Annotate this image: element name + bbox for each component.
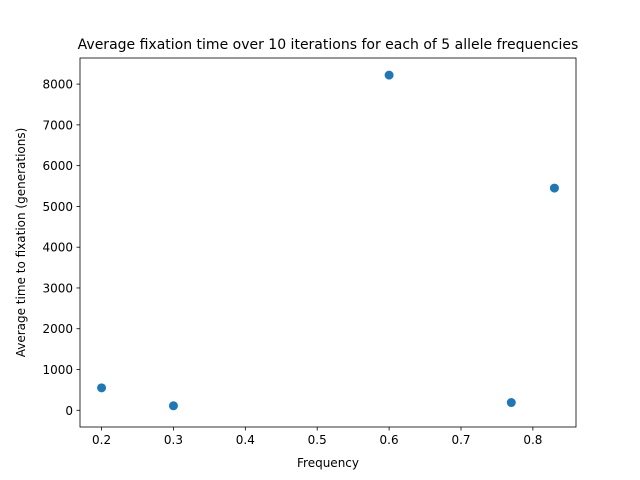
y-axis-ticks: 0 1000 2000 3000 4000 5000 6000 7000 8000 <box>42 78 80 418</box>
data-point <box>549 183 559 193</box>
y-tick-label: 3000 <box>42 281 73 295</box>
y-tick-label: 7000 <box>42 118 73 132</box>
y-tick-label: 1000 <box>42 363 73 377</box>
x-tick-label: 0.4 <box>236 433 255 447</box>
y-tick-label: 6000 <box>42 159 73 173</box>
data-point <box>506 398 516 408</box>
data-point <box>168 401 178 411</box>
x-tick-label: 0.8 <box>523 433 542 447</box>
y-tick-label: 0 <box>65 404 73 418</box>
y-axis-label: Average time to fixation (generations) <box>14 128 28 358</box>
x-axis-label: Frequency <box>297 456 359 470</box>
y-tick-label: 2000 <box>42 322 73 336</box>
x-tick-label: 0.5 <box>308 433 327 447</box>
data-points <box>97 70 559 411</box>
x-tick-label: 0.2 <box>92 433 111 447</box>
y-tick-label: 5000 <box>42 200 73 214</box>
data-point <box>97 383 107 393</box>
x-tick-label: 0.6 <box>380 433 399 447</box>
x-tick-label: 0.7 <box>451 433 470 447</box>
y-tick-label: 4000 <box>42 241 73 255</box>
y-tick-label: 8000 <box>42 78 73 92</box>
data-point <box>384 70 394 80</box>
plot-frame <box>79 57 577 428</box>
x-tick-label: 0.3 <box>164 433 183 447</box>
x-axis-ticks: 0.2 0.3 0.4 0.5 0.6 0.7 0.8 <box>92 427 542 447</box>
chart-title: Average fixation time over 10 iterations… <box>78 37 579 53</box>
